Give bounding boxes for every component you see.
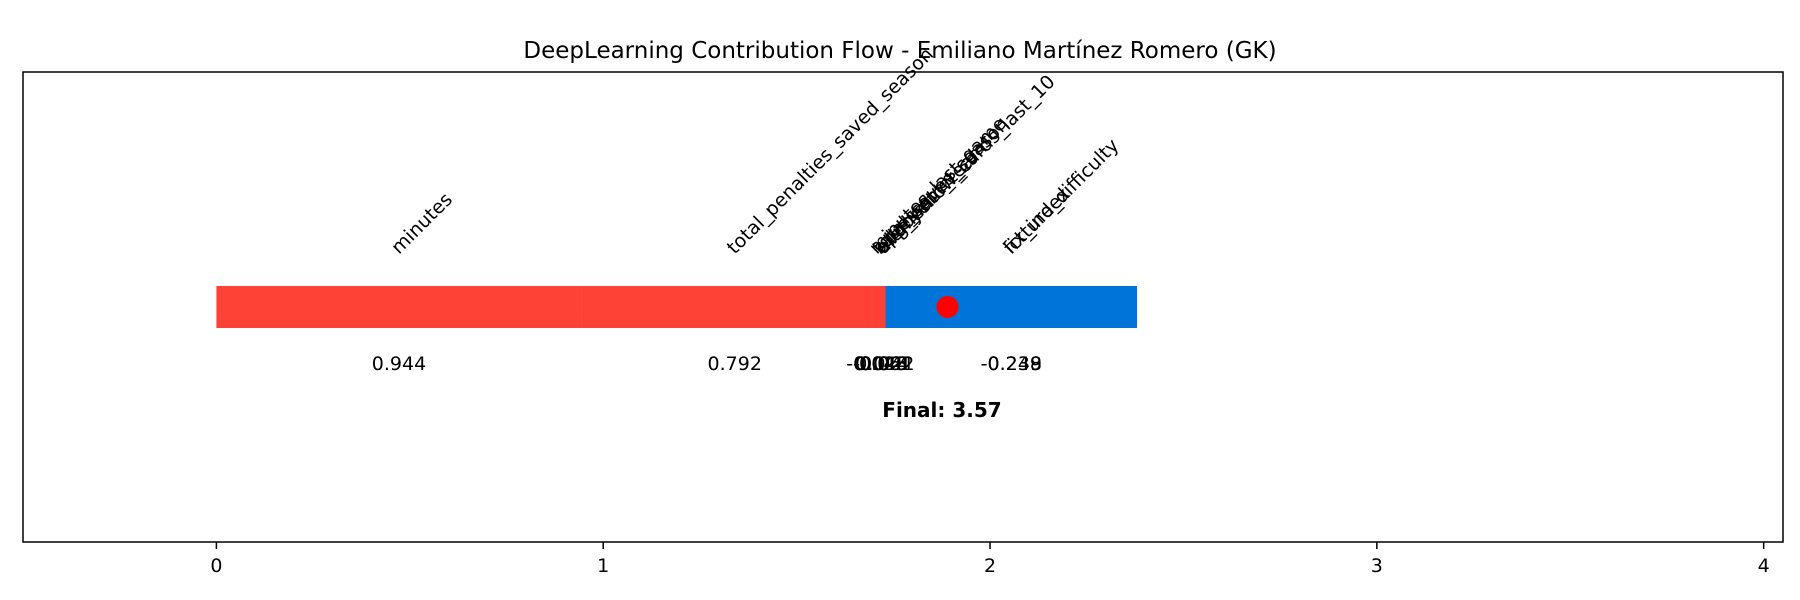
- bars-layer: [216, 286, 1138, 328]
- value-label-avg-yellow-cards-last-10: -0.021: [853, 353, 914, 375]
- feature-labels-layer: minutes total_penalties_saved_seasonavg_y…: [387, 43, 1123, 258]
- final-value-label: Final: 3.57: [882, 398, 1001, 422]
- contribution-bar-saves: [875, 286, 886, 328]
- x-tick-label: 2: [984, 555, 996, 577]
- value-labels-layer: 0.944 0.792 -0.0210.014-0.0430.06-0.0420.0…: [372, 353, 1042, 375]
- marker-layer: [936, 296, 959, 318]
- feature-label-ict-index: ict_index: [999, 183, 1074, 258]
- value-label-ict-index: -0.238: [981, 353, 1042, 375]
- plot-frame: [22, 71, 1784, 543]
- x-tick-label: 4: [1758, 555, 1770, 577]
- value-label-total-saves-season: 0.06: [859, 353, 901, 375]
- value-label-element: -0.042: [853, 353, 914, 375]
- final-marker: [936, 296, 959, 318]
- value-label-minutes: 0.944: [372, 353, 426, 375]
- value-label-saves: 0.026: [853, 353, 907, 375]
- value-label-opponent-team: 0.014: [855, 353, 909, 375]
- value-label-fixture-difficulty: -0.249: [981, 353, 1042, 375]
- chart-title: DeepLearning Contribution Flow - Emilian…: [523, 38, 1276, 64]
- contribution-bar-ict-index: [885, 286, 1138, 328]
- x-tick-label: 0: [210, 555, 222, 577]
- value-label-minutes-last-game: -0.043: [846, 353, 907, 375]
- contribution-bar-minutes: [216, 286, 582, 328]
- x-axis: 0 1 2 3 4: [210, 542, 1770, 577]
- x-tick-label: 1: [597, 555, 609, 577]
- feature-label-minutes: minutes: [387, 189, 457, 259]
- value-label-total-penalties-saved-season: 0.792: [708, 353, 762, 375]
- x-tick-label: 3: [1371, 555, 1383, 577]
- contribution-bar-total-penalties-saved-season: [581, 286, 888, 328]
